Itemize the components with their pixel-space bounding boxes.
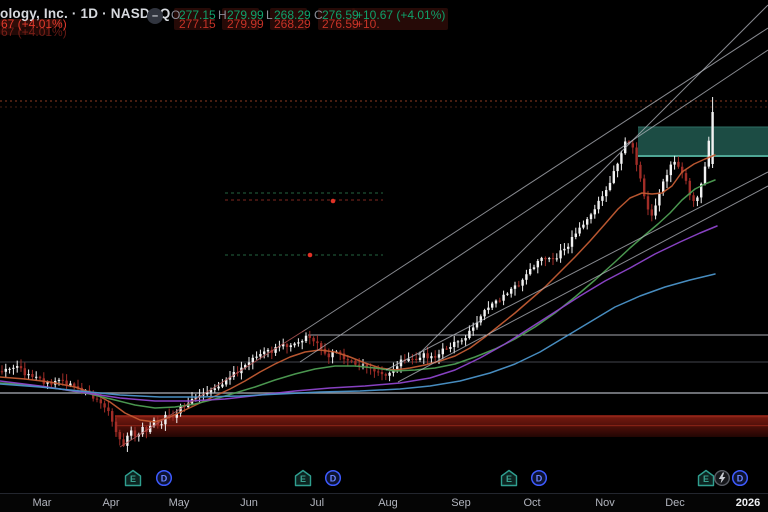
legend-ghost-chip — [222, 8, 259, 30]
earnings-badge[interactable]: E — [294, 469, 312, 487]
red-demand-zone[interactable] — [115, 415, 768, 437]
axis-month-label: Nov — [595, 497, 615, 509]
svg-text:D: D — [737, 474, 744, 484]
ohlc-open-value: 277.15 — [179, 8, 216, 22]
legend-ghost-chip — [270, 8, 307, 30]
dividend-badge[interactable]: D — [155, 469, 173, 487]
ghost-wrapped-change: 67 (+4.01%) — [1, 17, 67, 31]
axis-month-label: Mar — [32, 497, 52, 509]
lower-fan-2 — [397, 185, 768, 383]
svg-text:E: E — [300, 474, 306, 484]
svg-text:D: D — [161, 474, 168, 484]
ghost-change-value: +10. — [356, 17, 380, 31]
dividend-badge[interactable]: D — [324, 469, 342, 487]
ohlc-close-label: C — [314, 8, 323, 22]
axis-month-label: 2026 — [735, 497, 761, 509]
legend-ghost-chip — [174, 8, 211, 30]
axis-month-label: Jul — [309, 497, 325, 509]
symbol-title[interactable]: ology, Inc. · 1D · NASDAQ — [0, 6, 171, 21]
channel-top — [417, 4, 768, 356]
ghost-high-value: 279.99 — [227, 17, 264, 31]
price-chart-svg[interactable] — [0, 0, 768, 493]
alert-marker-dot[interactable] — [307, 252, 313, 258]
alert-marker-dot[interactable] — [330, 198, 336, 204]
time-axis[interactable]: Mar Apr May Jun Jul Aug Sep Oct Nov Dec 2026 — [0, 493, 768, 512]
earnings-badge[interactable]: E — [697, 469, 715, 487]
axis-month-label: May — [168, 497, 190, 509]
ohlc-open-label: O — [171, 8, 181, 22]
legend-collapse-button[interactable]: – — [147, 8, 163, 24]
ohlc-high-label: H — [218, 8, 227, 22]
legend-ghost-chip — [318, 8, 355, 30]
axis-month-label: Jun — [240, 497, 258, 509]
legend-ghost-chip — [352, 8, 448, 30]
ghost-open-value: 277.15 — [179, 17, 216, 31]
svg-text:E: E — [506, 474, 512, 484]
ma-green[interactable] — [0, 179, 716, 409]
svg-text:E: E — [130, 474, 136, 484]
svg-text:E: E — [703, 474, 709, 484]
ohlc-high-value: 279.99 — [227, 8, 264, 22]
earnings-badge[interactable]: E — [124, 469, 142, 487]
ma-purple[interactable] — [0, 225, 718, 402]
dividend-badge[interactable]: D — [530, 469, 548, 487]
svg-text:D: D — [536, 474, 543, 484]
chart-canvas[interactable] — [0, 0, 768, 493]
ghost-low-value: 268.29 — [274, 17, 311, 31]
axis-month-label: Dec — [665, 497, 685, 509]
ohlc-low-label: L — [266, 8, 273, 22]
lightning-icon — [713, 469, 731, 487]
earnings-badge[interactable]: E — [500, 469, 518, 487]
red-trendline — [119, 329, 306, 448]
flash-badge[interactable] — [713, 469, 731, 487]
teal-supply-zone[interactable] — [638, 126, 768, 157]
change-value: +10.67 (+4.01%) — [356, 8, 446, 22]
legend-ghost-chip — [0, 19, 62, 27]
axis-month-label: Apr — [102, 497, 120, 509]
ohlc-close-value: 276.59 — [322, 8, 359, 22]
axis-month-label: Oct — [523, 497, 541, 509]
ohlc-low-value: 268.29 — [274, 8, 311, 22]
ma-cyan[interactable] — [0, 273, 716, 398]
legend-ghost-chip — [0, 27, 50, 35]
axis-month-label: Sep — [451, 497, 471, 509]
candles-layer — [0, 97, 714, 452]
chart-header: ology, Inc. · 1D · NASDAQ – O 277.15 H 2… — [0, 0, 768, 44]
lower-fan-1 — [385, 171, 768, 371]
ghost-close-value: 276.59 — [322, 17, 359, 31]
fan-line-long — [301, 27, 768, 333]
channel-bottom — [299, 49, 768, 363]
horizontal-lines-layer[interactable] — [0, 334, 768, 394]
axis-month-label: Aug — [378, 497, 398, 509]
dividend-badge[interactable]: D — [731, 469, 749, 487]
ghost-wrapped-change: 67 (+4.01%) — [1, 25, 67, 39]
svg-text:D: D — [330, 474, 337, 484]
trendlines-layer[interactable] — [119, 4, 768, 448]
ma-fast-red[interactable] — [0, 154, 716, 423]
